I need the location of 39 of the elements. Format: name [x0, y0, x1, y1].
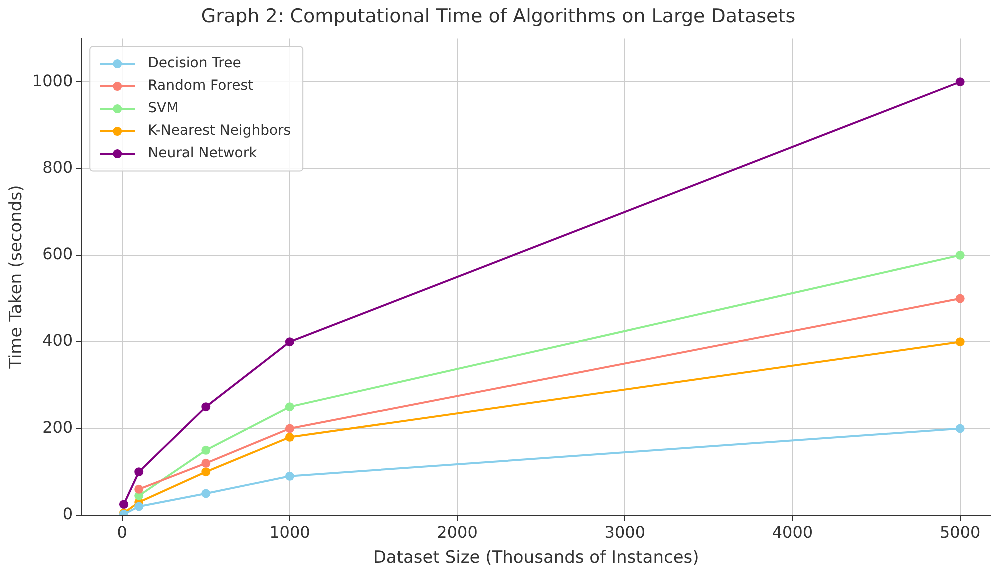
point [285, 338, 294, 347]
point [285, 424, 294, 434]
x-tick-label: 0 [117, 523, 128, 542]
y-tick-label: 600 [42, 244, 74, 264]
point [956, 294, 965, 304]
x-tick-label: 2000 [437, 523, 478, 542]
point [134, 502, 144, 512]
y-tick-label: 400 [42, 331, 74, 350]
legend-label: K-Nearest Neighbors [148, 123, 292, 140]
point [285, 402, 294, 412]
legend-label: Random Forest [148, 78, 254, 94]
y-axis-title: Time Taken (seconds) [6, 185, 27, 370]
y-tick-label: 1000 [32, 71, 74, 90]
y-tick-label: 800 [42, 158, 74, 177]
point [202, 402, 211, 412]
point [956, 78, 965, 87]
x-tick-label: 5000 [940, 523, 981, 542]
y-tick-label: 0 [62, 504, 74, 524]
x-tick-label: 4000 [772, 523, 814, 542]
point [956, 250, 965, 260]
x-tick-label: 1000 [270, 523, 310, 542]
x-axis-title: Dataset Size (Thousands of Instances) [373, 548, 700, 568]
point [202, 446, 211, 455]
point [134, 484, 144, 494]
point [285, 472, 294, 481]
legend-label: Decision Tree [148, 56, 242, 72]
point [120, 500, 129, 510]
y-tick-label: 200 [42, 418, 74, 437]
point [956, 338, 965, 347]
point [202, 458, 211, 468]
x-tick-label: 3000 [604, 523, 646, 542]
legend-label: SVM [148, 100, 179, 117]
legend-label: Neural Network [148, 146, 258, 162]
point [202, 468, 211, 477]
chart-title: Graph 2: Computational Time of Algorithms on Large Datasets [201, 5, 796, 28]
point [956, 424, 965, 434]
point [202, 489, 211, 498]
point [285, 432, 294, 442]
point [134, 468, 144, 477]
